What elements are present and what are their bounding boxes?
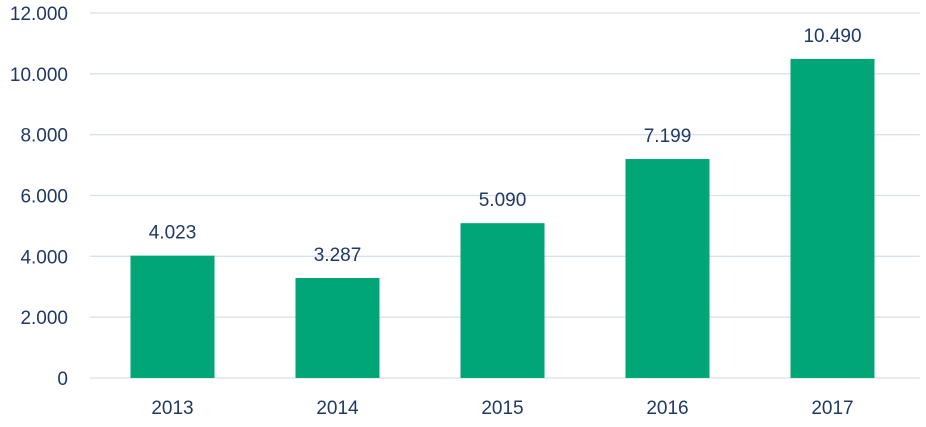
x-tick-label-2016: 2016 xyxy=(646,398,688,419)
data-label-2013: 4.023 xyxy=(149,223,197,244)
bar-2013 xyxy=(130,255,215,378)
bar-2016 xyxy=(625,159,710,378)
y-tick-label: 4.000 xyxy=(20,247,68,268)
data-label-2017: 10.490 xyxy=(803,26,861,47)
x-tick-label-2014: 2014 xyxy=(316,398,359,419)
bar-2017 xyxy=(790,58,875,378)
bar-2014 xyxy=(295,278,380,378)
data-label-2015: 5.090 xyxy=(479,190,527,211)
data-label-2014: 3.287 xyxy=(314,245,362,266)
data-labels: 4.023 3.287 5.090 7.199 10.490 xyxy=(149,26,862,266)
y-tick-label: 8.000 xyxy=(20,126,68,147)
bars xyxy=(130,58,875,378)
y-tick-label: 6.000 xyxy=(20,187,68,208)
y-tick-label: 10.000 xyxy=(10,65,68,86)
x-axis-tick-labels: 2013 2014 2015 2016 2017 xyxy=(151,398,853,419)
x-tick-label-2015: 2015 xyxy=(481,398,523,419)
x-tick-label-2017: 2017 xyxy=(811,398,853,419)
y-axis-tick-labels: 0 2.000 4.000 6.000 8.000 10.000 12.000 xyxy=(10,4,68,390)
x-tick-label-2013: 2013 xyxy=(151,398,193,419)
data-label-2016: 7.199 xyxy=(644,126,692,147)
y-tick-label: 0 xyxy=(57,369,68,390)
bar-2015 xyxy=(460,223,545,378)
y-tick-label: 2.000 xyxy=(20,308,68,329)
y-tick-label: 12.000 xyxy=(10,4,68,25)
